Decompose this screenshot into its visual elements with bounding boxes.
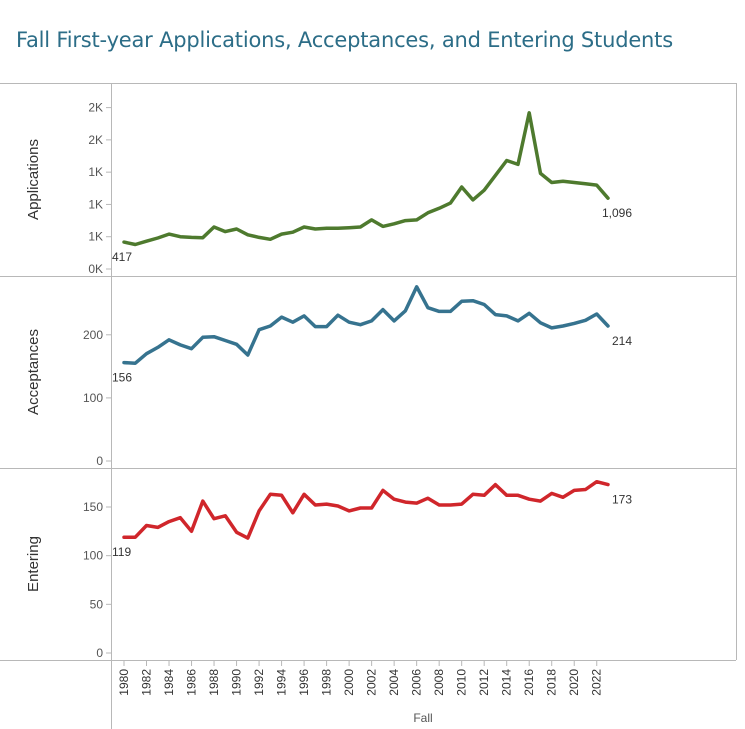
y-tick-label: 1K	[88, 165, 103, 179]
x-tick-label: 1988	[207, 669, 221, 696]
x-tick-label: 1980	[117, 669, 131, 696]
y-tick-label: 0	[96, 454, 103, 468]
chart-panels: 0K 1K 1K 1K 2K 2K Applications 417 1,096 0 100 200 A…	[25, 101, 632, 660]
x-tick-label: 1982	[140, 669, 154, 696]
first-value-label: 417	[112, 250, 132, 264]
x-tick-label: 2020	[567, 669, 581, 696]
chart-frame	[0, 83, 737, 729]
y-axis-title: Applications	[25, 139, 42, 220]
x-tick-label: 2006	[410, 669, 424, 696]
applications-line	[122, 111, 610, 247]
x-tick-label: 1984	[162, 669, 176, 696]
x-tick-label: 1992	[252, 669, 266, 696]
panel-entering: 0 50 100 150 Entering 119 173	[25, 479, 632, 660]
panel-applications: 0K 1K 1K 1K 2K 2K Applications 417 1,096	[25, 101, 632, 276]
y-tick-label: 50	[90, 597, 104, 611]
x-axis: 1980 1982 1984 1986 1988 1990 1992 1994 1996 1998…	[117, 660, 604, 725]
y-axis-title: Acceptances	[25, 329, 42, 415]
x-tick-label: 1990	[230, 669, 244, 696]
x-tick-label: 2018	[545, 669, 559, 696]
x-tick-label: 1994	[275, 669, 289, 696]
chart-title: Fall First-year Applications, Acceptance…	[16, 28, 673, 52]
y-axis-title: Entering	[25, 536, 42, 592]
y-tick-label: 0	[96, 646, 103, 660]
x-tick-label: 2000	[342, 669, 356, 696]
y-tick-label: 100	[83, 391, 103, 405]
first-value-label: 156	[112, 371, 132, 385]
x-axis-title: Fall	[413, 711, 432, 725]
x-tick-label: 2012	[477, 669, 491, 696]
y-tick-label: 2K	[88, 133, 103, 147]
y-tick-label: 1K	[88, 230, 103, 244]
y-tick-label: 150	[83, 500, 103, 514]
y-tick-label: 200	[83, 328, 103, 342]
last-value-label: 1,096	[602, 206, 632, 220]
last-value-label: 214	[612, 334, 632, 348]
x-tick-label: 2004	[387, 669, 401, 696]
acceptances-line	[122, 285, 610, 365]
panel-acceptances: 0 100 200 Acceptances 156 214	[25, 285, 632, 468]
y-tick-label: 100	[83, 549, 103, 563]
x-tick-label: 1986	[185, 669, 199, 696]
x-tick-label: 2002	[365, 669, 379, 696]
x-tick-label: 2022	[590, 669, 604, 696]
x-tick-label: 2014	[500, 669, 514, 696]
entering-line	[122, 479, 610, 540]
x-tick-label: 2016	[522, 669, 536, 696]
x-tick-label: 1998	[320, 669, 334, 696]
x-tick-label: 1996	[297, 669, 311, 696]
y-tick-label: 2K	[88, 101, 103, 115]
y-tick-label: 0K	[88, 262, 103, 276]
last-value-label: 173	[612, 493, 632, 507]
first-value-label: 119	[112, 545, 131, 559]
x-tick-label: 2008	[432, 669, 446, 696]
x-tick-label: 2010	[455, 669, 469, 696]
y-tick-label: 1K	[88, 197, 103, 211]
